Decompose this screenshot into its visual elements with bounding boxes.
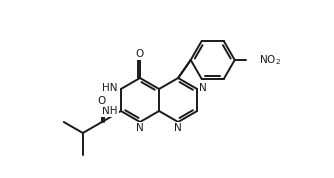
Text: O: O xyxy=(98,96,106,106)
Text: N: N xyxy=(136,123,144,133)
Text: NO$_2$: NO$_2$ xyxy=(259,53,281,67)
Text: N: N xyxy=(174,123,182,133)
Text: NH: NH xyxy=(103,106,118,116)
Text: N: N xyxy=(199,83,207,93)
Text: HN: HN xyxy=(103,83,118,93)
Text: O: O xyxy=(136,49,144,59)
